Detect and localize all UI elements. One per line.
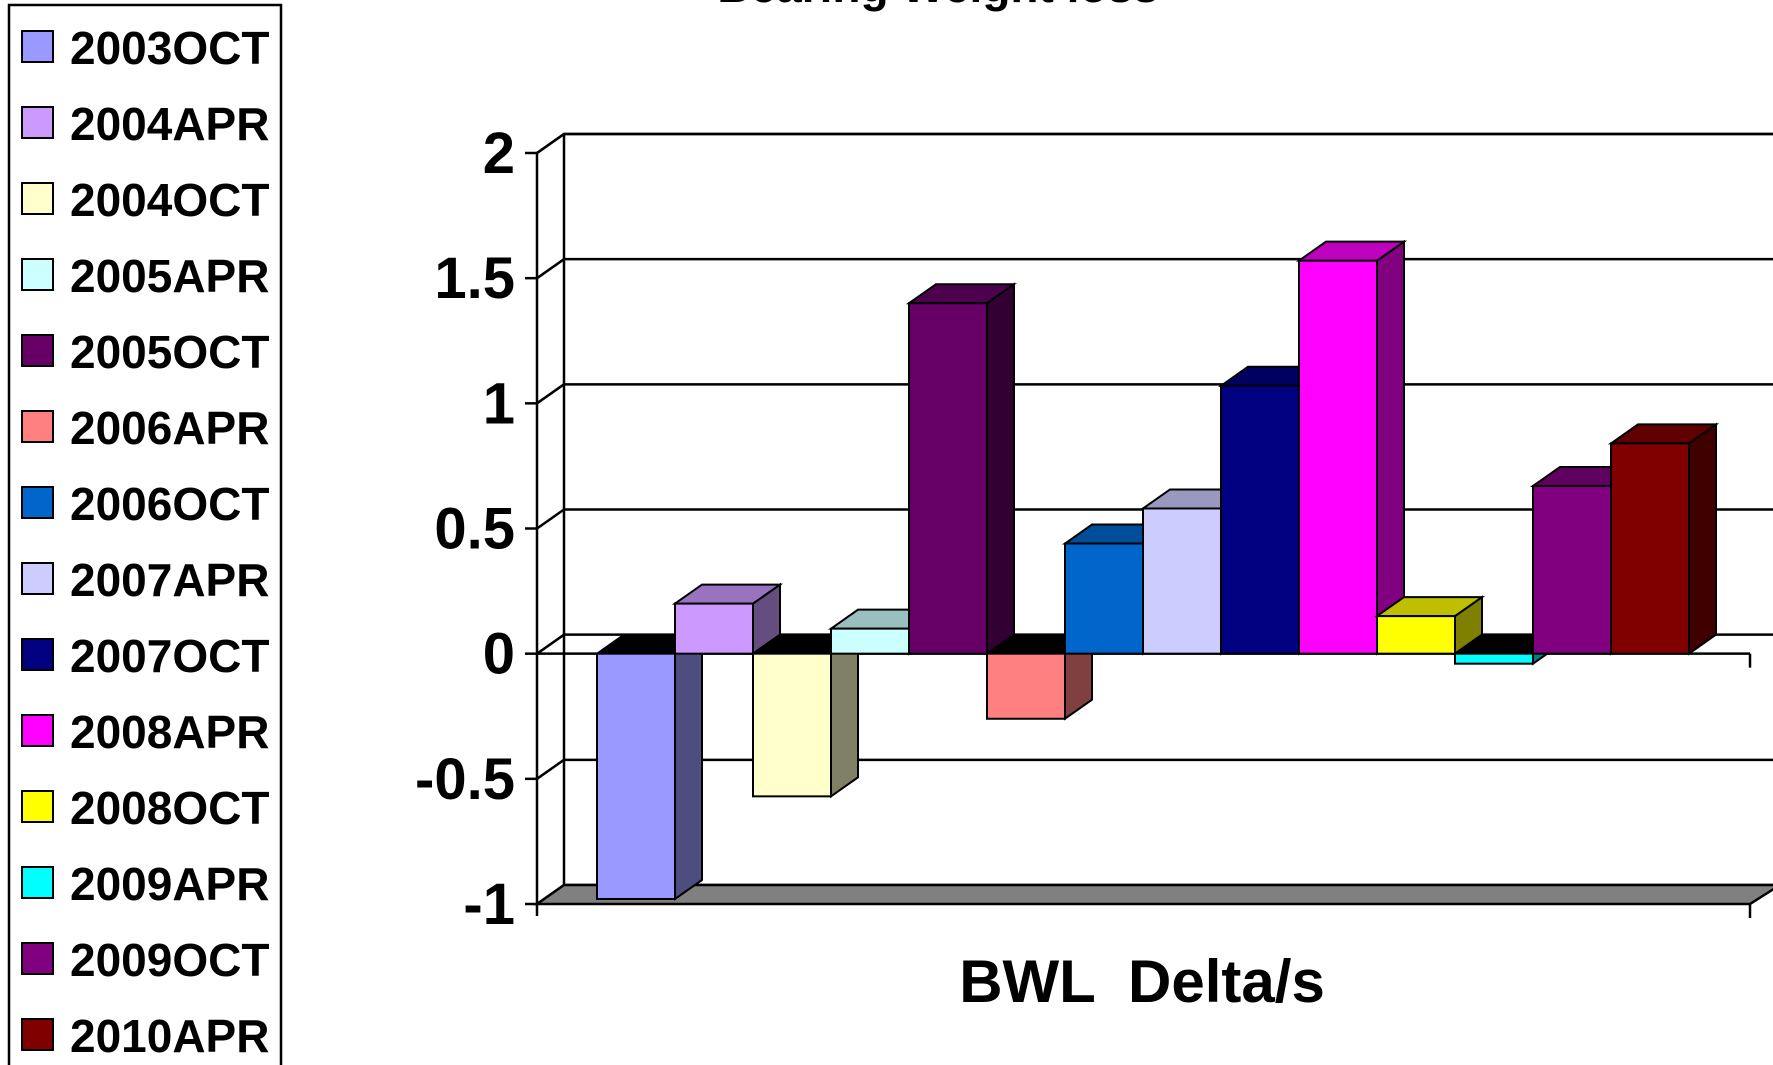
legend-label: 2007OCT (70, 630, 269, 682)
bar-side (674, 632, 703, 901)
legend-swatch (21, 30, 54, 63)
bar-2008APR (1295, 239, 1408, 656)
legend-label: 2006APR (70, 402, 269, 454)
bar-2005OCT (905, 282, 1018, 656)
bar-front (752, 652, 832, 798)
legend-box (7, 3, 283, 1065)
bar-side (830, 632, 859, 799)
y-tick-label: 1.5 (434, 246, 515, 311)
y-tick-label: 1 (483, 371, 515, 436)
legend-label: 2008APR (70, 706, 269, 758)
y-tick-label: -0.5 (415, 747, 515, 812)
legend-swatch (21, 106, 54, 139)
legend-swatch (21, 562, 54, 595)
legend: 2003OCT 2004APR 2004OCT 2005APR 2005OCT 2006A… (7, 3, 283, 1065)
legend-swatch (21, 258, 54, 291)
bar-front (986, 652, 1066, 720)
y-tick-label: 0 (483, 622, 515, 687)
bar-side (1376, 239, 1405, 656)
legend-label: 2009OCT (70, 934, 269, 986)
legend-swatch (21, 334, 54, 367)
y-tick-label: 0.5 (434, 497, 515, 562)
gridline-side (536, 258, 565, 280)
bar-front (830, 627, 910, 655)
legend-label: 2010APR (70, 1010, 269, 1062)
bar-front (1064, 542, 1144, 655)
bar-side (986, 282, 1015, 656)
legend-swatch (21, 1018, 54, 1051)
legend-label: 2005OCT (70, 326, 269, 378)
chart-floor (533, 883, 1773, 906)
legend-swatch (21, 182, 54, 215)
chart-title: Bearing Weight loss (717, 0, 1158, 12)
legend-swatch (21, 486, 54, 519)
y-tick-labels: 2 1.5 1 0.5 0 -0.5 -1 (415, 121, 515, 937)
bar-front (1220, 384, 1300, 655)
bar-front (596, 652, 676, 900)
x-axis-label: BWL Delta/s (959, 948, 1325, 1015)
gridline-side (536, 383, 565, 405)
legend-label: 2009APR (70, 858, 269, 910)
legend-label: 2006OCT (70, 478, 269, 530)
gridline-side (536, 633, 565, 655)
bar-2004OCT (749, 632, 862, 799)
bar-front (1376, 615, 1456, 655)
bar-2010APR (1607, 422, 1720, 656)
legend-swatch (21, 866, 54, 899)
legend-swatch (21, 942, 54, 975)
gridline-side (536, 132, 565, 155)
legend-label: 2004APR (70, 98, 269, 150)
bar-2004APR (671, 582, 784, 656)
legend-label: 2007APR (70, 554, 269, 606)
bar-front (908, 302, 988, 655)
floor-plane (533, 883, 1773, 906)
bar-2003OCT (593, 632, 706, 901)
bar-front (674, 602, 754, 655)
bar-front (1298, 259, 1378, 655)
legend-swatch (21, 790, 54, 823)
legend-label: 2003OCT (70, 22, 269, 74)
bars (593, 239, 1720, 901)
legend-label: 2005APR (70, 250, 269, 302)
legend-swatch (21, 714, 54, 747)
legend-label: 2004OCT (70, 174, 269, 226)
legend-swatch (21, 638, 54, 671)
bar-front (1454, 652, 1534, 665)
y-tick-label: 2 (483, 121, 515, 186)
gridline-side (536, 508, 565, 530)
legend-label: 2008OCT (70, 782, 269, 834)
bar-front (1610, 442, 1690, 655)
bar-front (1532, 484, 1612, 655)
legend-swatch (21, 410, 54, 443)
bar-front (1142, 507, 1222, 655)
gridline-side (536, 758, 565, 780)
bar-2008OCT (1373, 595, 1486, 656)
bar-side (1688, 422, 1717, 656)
y-tick-label: -1 (463, 872, 515, 937)
